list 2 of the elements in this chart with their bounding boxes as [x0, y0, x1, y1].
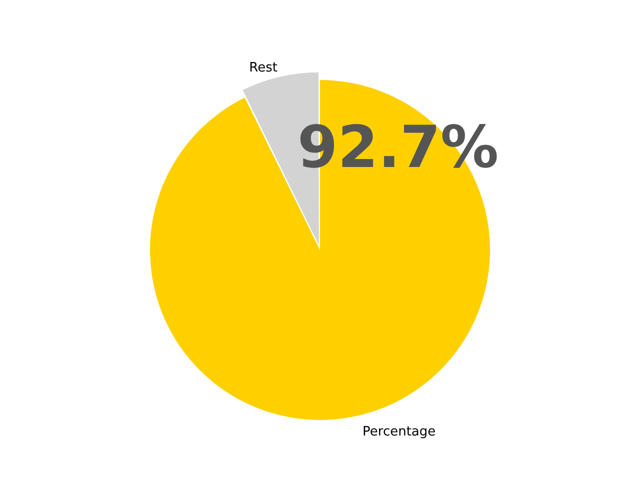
slice-label: Rest: [249, 60, 278, 76]
slice-label: Percentage: [362, 424, 436, 440]
